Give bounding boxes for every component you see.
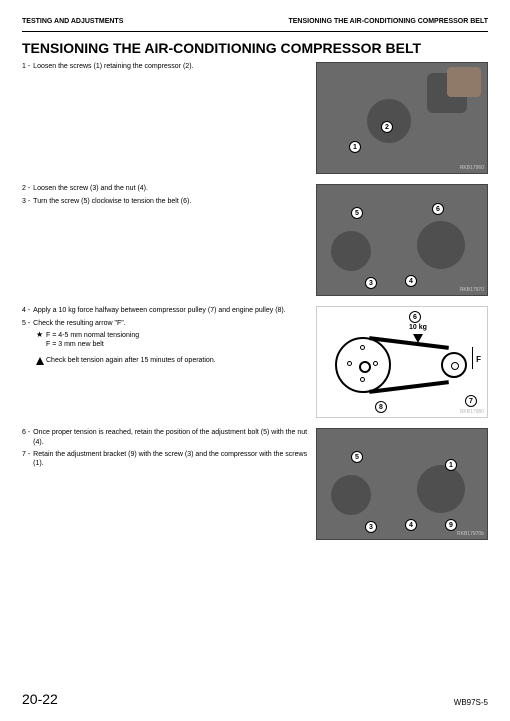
section-1: 1 - Loosen the screws (1) retaining the … — [22, 62, 488, 174]
photo-detail — [417, 221, 465, 269]
bolt-hole — [360, 377, 365, 382]
bolt-hole — [347, 361, 352, 366]
step-num: 5 - — [22, 319, 30, 328]
spec-note: ★ F = 4-5 mm normal tensioning F = 3 mm … — [36, 331, 308, 350]
step-body: Turn the screw (5) clockwise to tension … — [33, 197, 191, 206]
image-ref: RKB17970 — [460, 287, 484, 293]
f-dim-line — [472, 347, 473, 369]
page-number: 20-22 — [22, 691, 58, 707]
callout: 8 — [375, 401, 387, 413]
callout: 1 — [445, 459, 457, 471]
callout: 5 — [351, 451, 363, 463]
section-4: 6 - Once proper tension is reached, reta… — [22, 428, 488, 540]
header-right: TENSIONING THE AIR-CONDITIONING COMPRESS… — [288, 18, 488, 25]
callout: 6 — [432, 203, 444, 215]
callout: 4 — [405, 519, 417, 531]
step-4: 4 - Apply a 10 kg force halfway between … — [22, 306, 308, 315]
callout: 5 — [351, 207, 363, 219]
photo-hand — [447, 67, 481, 97]
warning-body: Check belt tension again after 15 minute… — [46, 356, 216, 365]
bolt-hole — [360, 345, 365, 350]
step-body: Loosen the screws (1) retaining the comp… — [33, 62, 193, 71]
step-num: 4 - — [22, 306, 30, 315]
section-4-text: 6 - Once proper tension is reached, reta… — [22, 428, 316, 472]
image-ref: RKB17980 — [460, 409, 484, 415]
force-arrow-icon — [413, 334, 423, 343]
callout: 3 — [365, 521, 377, 533]
step-2: 2 - Loosen the screw (3) and the nut (4)… — [22, 184, 308, 193]
photo-detail — [417, 465, 465, 513]
step-6: 6 - Once proper tension is reached, reta… — [22, 428, 308, 447]
section-3: 4 - Apply a 10 kg force halfway between … — [22, 306, 488, 418]
step-num: 2 - — [22, 184, 30, 193]
bolt-hole — [373, 361, 378, 366]
spec-body: F = 4-5 mm normal tensioning F = 3 mm ne… — [46, 331, 139, 350]
compressor-pulley — [441, 352, 467, 378]
section-2: 2 - Loosen the screw (3) and the nut (4)… — [22, 184, 488, 296]
callout: 6 — [409, 311, 421, 323]
section-3-text: 4 - Apply a 10 kg force halfway between … — [22, 306, 316, 367]
section-1-text: 1 - Loosen the screws (1) retaining the … — [22, 62, 316, 74]
callout: 4 — [405, 275, 417, 287]
image-ref: RKB17970b — [457, 531, 484, 537]
step-1: 1 - Loosen the screws (1) retaining the … — [22, 62, 308, 71]
callout: 7 — [465, 395, 477, 407]
step-3: 3 - Turn the screw (5) clockwise to tens… — [22, 197, 308, 206]
model-code: WB97S-5 — [454, 698, 488, 707]
header-left: TESTING AND ADJUSTMENTS — [22, 18, 123, 25]
figure-3-diagram: 10 kg F 6 7 8 RKB17980 — [316, 306, 488, 418]
star-icon: ★ — [36, 331, 46, 339]
photo-detail — [331, 231, 371, 271]
step-body: Once proper tension is reached, retain t… — [33, 428, 308, 447]
photo-detail — [331, 475, 371, 515]
step-body: Loosen the screw (3) and the nut (4). — [33, 184, 148, 193]
step-body: Apply a 10 kg force halfway between comp… — [33, 306, 286, 315]
step-num: 1 - — [22, 62, 30, 71]
force-label: 10 kg — [409, 324, 427, 331]
f-label: F — [476, 355, 481, 364]
engine-pulley — [335, 337, 391, 393]
section-2-text: 2 - Loosen the screw (3) and the nut (4)… — [22, 184, 316, 209]
header-rule — [22, 31, 488, 32]
step-num: 6 - — [22, 428, 30, 447]
running-header: TESTING AND ADJUSTMENTS TENSIONING THE A… — [22, 18, 488, 25]
warning-note: Check belt tension again after 15 minute… — [36, 356, 308, 367]
callout: 3 — [365, 277, 377, 289]
page-footer: 20-22 WB97S-5 — [22, 691, 488, 707]
step-body: Check the resulting arrow "F". — [33, 319, 126, 328]
warning-icon — [36, 356, 46, 367]
step-num: 7 - — [22, 450, 30, 469]
callout: 9 — [445, 519, 457, 531]
figure-4: 5 1 3 4 9 RKB17970b — [316, 428, 488, 540]
image-ref: RKB17960 — [460, 165, 484, 171]
callout: 2 — [381, 121, 393, 133]
figure-2: 5 6 3 4 RKB17970 — [316, 184, 488, 296]
step-7: 7 - Retain the adjustment bracket (9) wi… — [22, 450, 308, 469]
step-num: 3 - — [22, 197, 30, 206]
page-title: TENSIONING THE AIR-CONDITIONING COMPRESS… — [22, 40, 488, 56]
step-5: 5 - Check the resulting arrow "F". — [22, 319, 308, 328]
figure-1: 1 2 RKB17960 — [316, 62, 488, 174]
step-body: Retain the adjustment bracket (9) with t… — [33, 450, 308, 469]
callout: 1 — [349, 141, 361, 153]
